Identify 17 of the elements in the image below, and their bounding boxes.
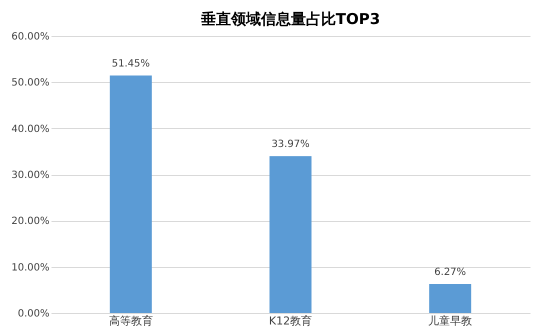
y-tick-label: 40.00% <box>11 124 50 135</box>
bar <box>110 75 152 313</box>
y-tick-label: 60.00% <box>11 32 50 42</box>
y-tick-label: 0.00% <box>18 308 50 320</box>
bar <box>270 156 312 313</box>
data-label: 6.27% <box>434 267 466 278</box>
y-tick-label: 10.00% <box>11 262 50 274</box>
bar <box>429 284 472 313</box>
x-tick-label: 高等教育 <box>108 314 153 328</box>
x-tick-label: K12教育 <box>268 314 312 328</box>
data-label: 51.45% <box>112 58 150 70</box>
chart-title: 垂直领域信息量占比TOP3 <box>200 10 380 28</box>
data-label: 33.97% <box>271 139 310 150</box>
x-tick-label: 儿童早教 <box>428 314 472 328</box>
y-tick-label: 30.00% <box>11 170 50 181</box>
y-tick-label: 50.00% <box>11 78 50 89</box>
y-tick-label: 20.00% <box>11 216 50 228</box>
